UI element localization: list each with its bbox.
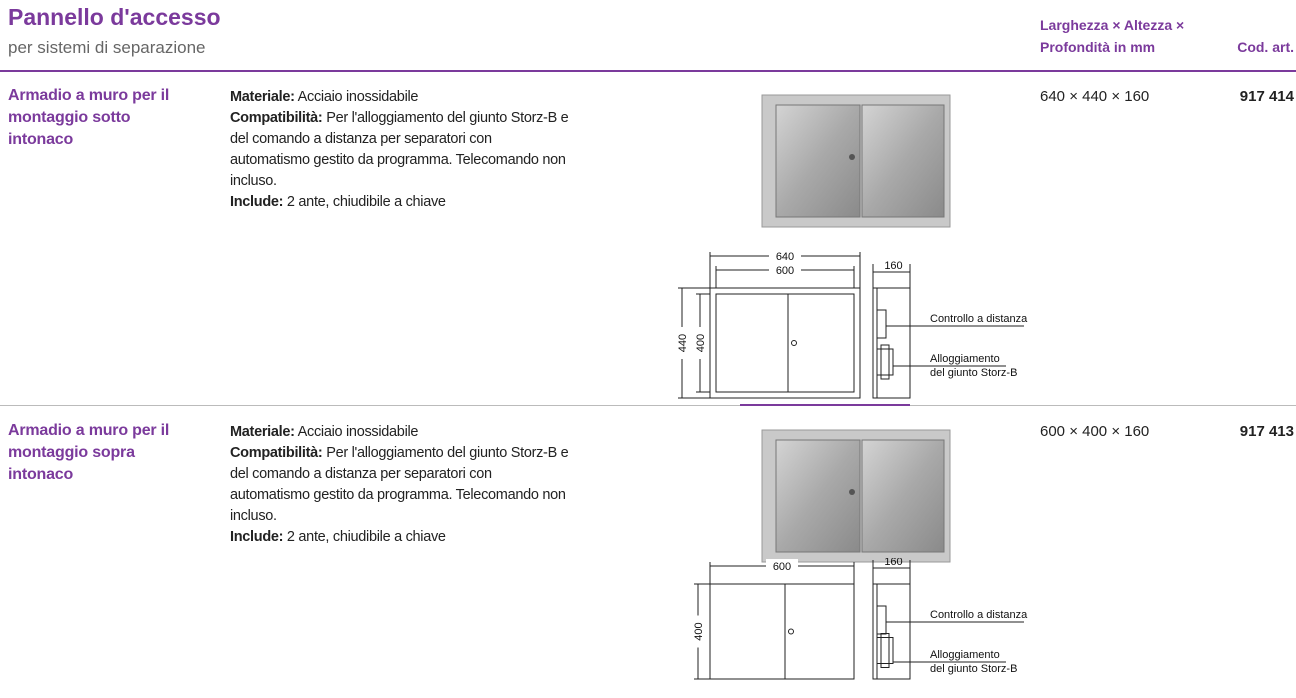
compatibility-label: Compatibilità: [230, 110, 323, 126]
compatibility-line: Compatibilità: Per l'alloggiamento del g… [230, 443, 575, 527]
callout-coupling: del giunto Storz-B [930, 663, 1017, 675]
front-outer [709, 287, 861, 399]
material-label: Materiale: [230, 424, 295, 440]
height-label: 440 [677, 334, 689, 352]
include-label: Include: [230, 529, 284, 545]
include-line: Include: 2 ante, chiudibile a chiave [230, 192, 575, 213]
material-line: Materiale: Acciaio inossidabile [230, 87, 575, 108]
width-label: 600 [773, 561, 791, 573]
technical-drawing: 600 400 160 Controllo a distanza Alloggiamen… [691, 558, 1028, 680]
product-description: Materiale: Acciaio inossidabile Compatib… [230, 87, 575, 213]
subtitle: per sistemi di separazione [8, 38, 206, 57]
col-code: Cod. art. [1237, 39, 1294, 55]
side-view [872, 287, 911, 399]
compatibility-line: Compatibilità: Per l'alloggiamento del g… [230, 108, 575, 192]
product-name: Armadio a muro per il montaggio sopra in… [8, 422, 170, 483]
title: Pannello d'accesso [8, 4, 221, 30]
callout-remote: Controllo a distanza [930, 609, 1028, 621]
material-text: Acciaio inossidabile [297, 89, 419, 105]
header-rule [0, 70, 1296, 72]
material-text: Acciaio inossidabile [297, 424, 419, 440]
include-text: 2 ante, chiudibile a chiave [286, 529, 446, 545]
coupling [876, 348, 894, 376]
dim-label-bg [693, 327, 707, 359]
dimensions: 640 × 440 × 160 [1040, 88, 1150, 105]
remote-box [876, 605, 887, 635]
cabinet-door [861, 439, 945, 553]
callout-coupling: del giunto Storz-B [930, 367, 1017, 379]
product-description: Materiale: Acciaio inossidabile Compatib… [230, 422, 575, 548]
material-line: Materiale: Acciaio inossidabile [230, 422, 575, 443]
keyhole [849, 489, 855, 495]
article-code: 917 414 [1239, 88, 1294, 105]
compatibility-text: Per l'alloggiamento del giunto Storz-B e… [230, 110, 569, 189]
compatibility-text: Per l'alloggiamento del giunto Storz-B e… [230, 445, 569, 524]
col-dimensions-line: Larghezza × Altezza × [1040, 17, 1185, 33]
side-view [872, 583, 911, 680]
row-separator-accent [740, 404, 910, 406]
compatibility-label: Compatibilità: [230, 445, 323, 461]
product-photo [761, 94, 951, 228]
callout-coupling: Alloggiamento [930, 649, 1000, 661]
cabinet-door [861, 104, 945, 218]
callout-remote: Controllo a distanza [930, 313, 1028, 325]
product-name: Armadio a muro per il montaggio sotto in… [8, 87, 170, 148]
material-label: Materiale: [230, 89, 295, 105]
dimensions: 600 × 400 × 160 [1040, 423, 1150, 440]
include-line: Include: 2 ante, chiudibile a chiave [230, 527, 575, 548]
dim-label-bg [769, 263, 801, 276]
depth-label: 160 [884, 558, 902, 568]
include-text: 2 ante, chiudibile a chiave [286, 194, 446, 210]
technical-drawing: 640 600 440 400 160 Controllo a distanza Allog… [675, 249, 1028, 399]
article-code: 917 413 [1239, 423, 1294, 440]
remote-box [876, 309, 887, 339]
dim-label-bg [675, 327, 689, 359]
width-label: 640 [776, 251, 794, 263]
include-label: Include: [230, 194, 284, 210]
coupling [876, 637, 894, 664]
depth-label: 160 [884, 260, 902, 272]
product-photo [761, 429, 951, 563]
callout-coupling: Alloggiamento [930, 353, 1000, 365]
keyhole [788, 628, 794, 635]
coupling-nut [880, 633, 890, 668]
keyhole [849, 154, 855, 160]
coupling-nut [880, 344, 890, 380]
front-inner [715, 293, 855, 393]
row-separator [0, 405, 1296, 406]
dim-label-bg [691, 615, 705, 648]
dim-label-bg [766, 559, 798, 572]
front-outer [709, 583, 855, 680]
col-dimensions: Larghezza × Altezza × Profondità in mm [1040, 14, 1184, 58]
width-label: 600 [776, 265, 794, 277]
cabinet-door [775, 439, 861, 553]
keyhole [791, 340, 797, 346]
height-label: 400 [693, 622, 705, 640]
height-label: 400 [695, 334, 707, 352]
dim-label-bg [769, 249, 801, 262]
cabinet-door [775, 104, 861, 218]
col-dimensions-line: Profondità in mm [1040, 39, 1156, 55]
